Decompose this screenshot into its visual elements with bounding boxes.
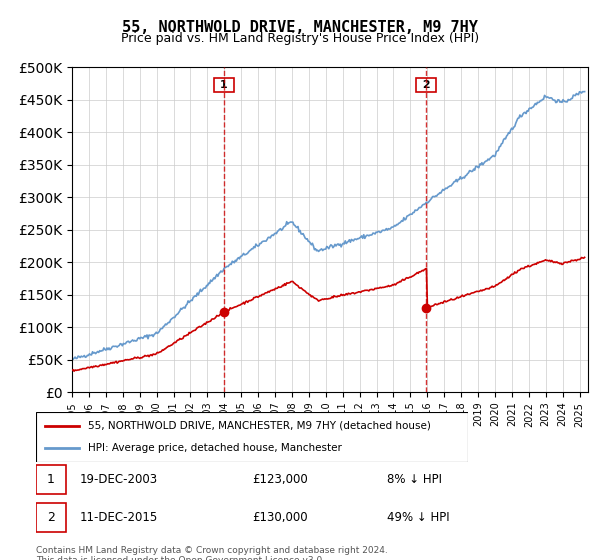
FancyBboxPatch shape <box>36 503 66 531</box>
Text: £123,000: £123,000 <box>252 473 308 486</box>
Text: 1: 1 <box>47 473 55 486</box>
Text: 8% ↓ HPI: 8% ↓ HPI <box>387 473 442 486</box>
Text: 2: 2 <box>419 80 434 90</box>
Text: 2: 2 <box>47 511 55 524</box>
Text: £130,000: £130,000 <box>252 511 308 524</box>
Text: 1: 1 <box>216 80 232 90</box>
Text: 11-DEC-2015: 11-DEC-2015 <box>79 511 157 524</box>
Text: 19-DEC-2003: 19-DEC-2003 <box>79 473 157 486</box>
Text: 49% ↓ HPI: 49% ↓ HPI <box>387 511 449 524</box>
Text: 55, NORTHWOLD DRIVE, MANCHESTER, M9 7HY: 55, NORTHWOLD DRIVE, MANCHESTER, M9 7HY <box>122 20 478 35</box>
Text: 55, NORTHWOLD DRIVE, MANCHESTER, M9 7HY (detached house): 55, NORTHWOLD DRIVE, MANCHESTER, M9 7HY … <box>88 421 431 431</box>
FancyBboxPatch shape <box>36 465 66 494</box>
Text: HPI: Average price, detached house, Manchester: HPI: Average price, detached house, Manc… <box>88 443 342 453</box>
FancyBboxPatch shape <box>36 412 468 462</box>
Text: Price paid vs. HM Land Registry's House Price Index (HPI): Price paid vs. HM Land Registry's House … <box>121 32 479 45</box>
Text: Contains HM Land Registry data © Crown copyright and database right 2024.
This d: Contains HM Land Registry data © Crown c… <box>36 546 388 560</box>
